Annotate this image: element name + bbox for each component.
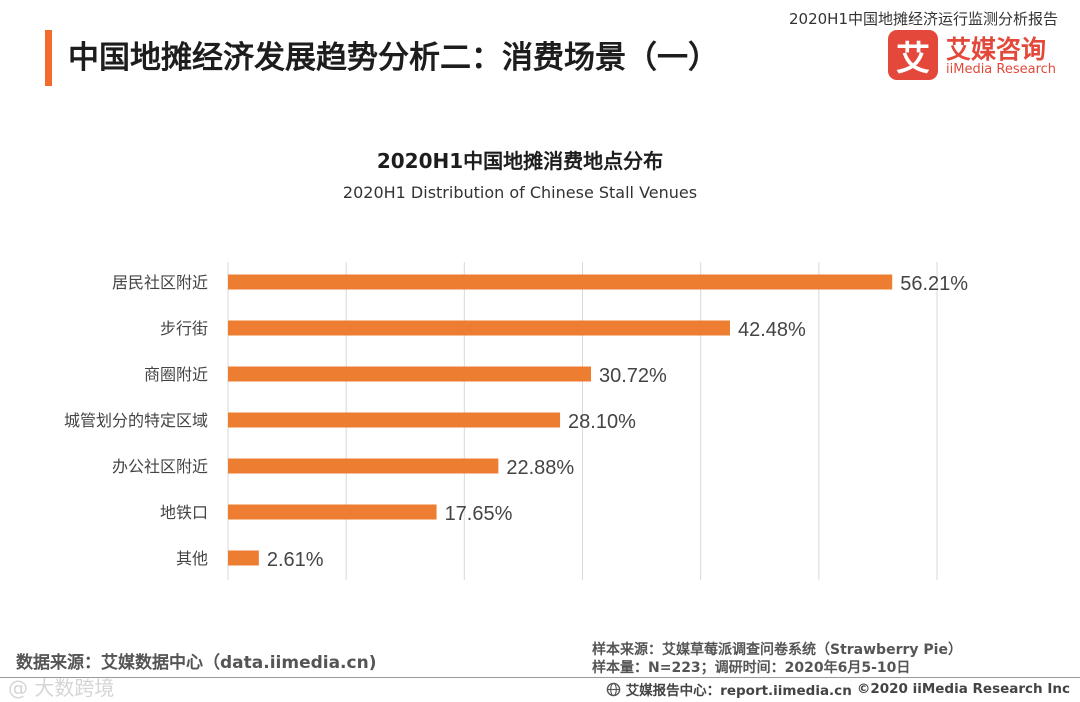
footer-divider — [0, 677, 1080, 678]
bar — [228, 504, 437, 520]
page-title: 中国地摊经济发展趋势分析二：消费场景（一） — [68, 40, 719, 76]
category-label: 地铁口 — [160, 503, 208, 522]
category-label: 其他 — [176, 549, 208, 568]
chart-subtitle: 2020H1 Distribution of Chinese Stall Ven… — [342, 183, 698, 202]
title-accent-bar — [45, 30, 52, 86]
category-label: 城管划分的特定区域 — [64, 411, 208, 430]
data-label: 28.10% — [568, 411, 636, 433]
bar — [228, 320, 730, 336]
footer-credits: 艾媒报告中心：report.iimedia.cn ©2020 iiMedia R… — [606, 679, 1070, 699]
data-label: 2.61% — [267, 549, 324, 571]
watermark: @ 大数跨境 — [8, 676, 115, 700]
bar — [228, 412, 561, 428]
sample-source: 样本来源：艾媒草莓派调查问卷系统（Strawberry Pie） — [592, 642, 962, 658]
logo-name-en: iiMedia Research — [946, 62, 1057, 77]
bar — [228, 274, 893, 290]
report-center[interactable]: 艾媒报告中心：report.iimedia.cn — [625, 683, 852, 699]
bar — [228, 458, 499, 474]
bar — [228, 366, 592, 382]
category-label: 步行街 — [160, 319, 208, 338]
data-label: 56.21% — [900, 273, 968, 295]
logo-name-cn: 艾媒咨询 — [946, 35, 1047, 64]
logo-mark-icon: 艾 — [888, 30, 938, 80]
bar-chart: 居民社区附近 56.21% 步行街 42.48% 商圈附近 30.72% 城管划分的特定区域… — [64, 262, 968, 580]
chart-title: 2020H1中国地摊消费地点分布 — [376, 149, 664, 173]
report-name: 2020H1中国地摊经济运行监测分析报告 — [789, 10, 1058, 28]
globe-icon — [606, 682, 620, 696]
bar — [228, 550, 259, 566]
data-label: 22.88% — [506, 457, 574, 479]
data-label: 42.48% — [738, 319, 806, 341]
brand-logo: 艾 艾媒咨询 iiMedia Research — [888, 30, 1068, 82]
sample-size: 样本量：N=223；调研时间：2020年6月5-10日 — [592, 660, 911, 676]
data-source: 数据来源：艾媒数据中心（data.iimedia.cn) — [16, 653, 377, 673]
data-label: 17.65% — [445, 503, 513, 525]
category-label: 办公社区附近 — [112, 457, 208, 476]
category-label: 居民社区附近 — [112, 273, 208, 292]
category-label: 商圈附近 — [144, 365, 208, 384]
copyright: ©2020 iiMedia Research Inc — [856, 681, 1070, 697]
data-label: 30.72% — [599, 365, 667, 387]
